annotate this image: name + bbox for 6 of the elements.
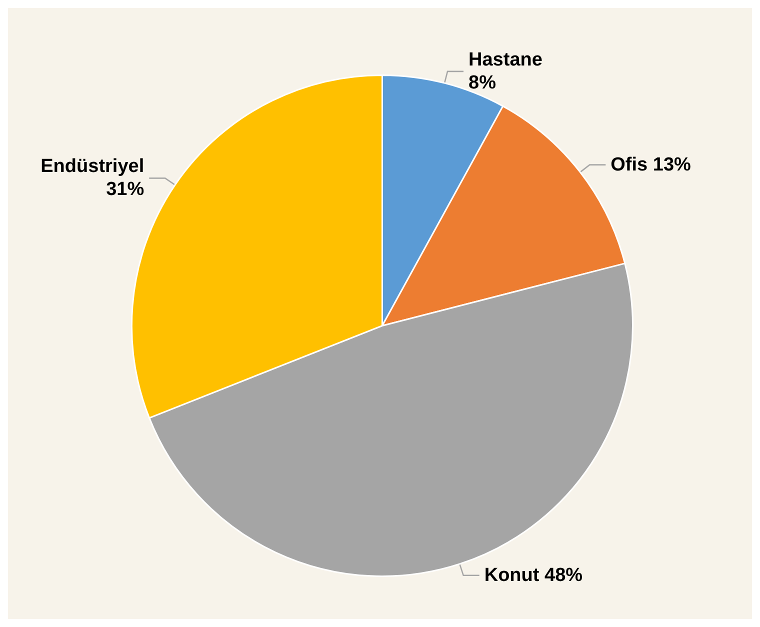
slice-label: Endüstriyel [40, 156, 144, 178]
data-label: 31% [106, 179, 144, 200]
slice-label: Hastane [468, 49, 542, 70]
slice-label: Konut 48% [484, 564, 583, 586]
data-label: 8% [468, 72, 496, 94]
slice-label: Ofis 13% [610, 154, 692, 176]
